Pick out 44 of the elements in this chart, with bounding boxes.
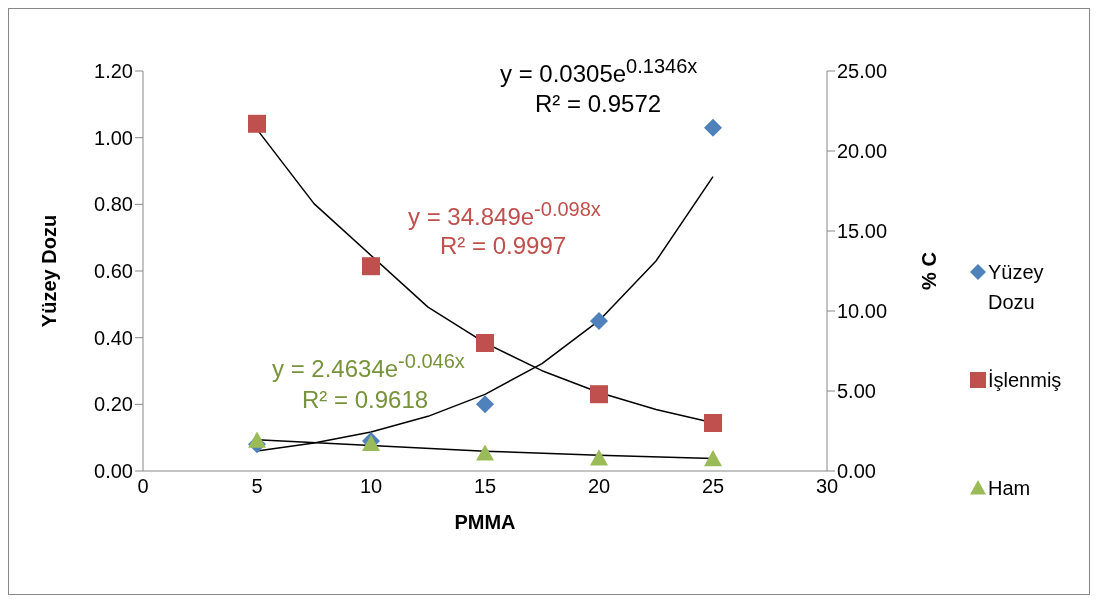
point [704,414,722,432]
y2-tick-label: 20.00 [837,140,888,163]
y2-tick-label: 25.00 [837,60,888,83]
x-tick-label: 20 [587,475,611,498]
point [704,118,722,137]
legend-label: Ham [988,476,1032,501]
point [248,114,266,133]
y2-axis-title: % C [918,252,941,290]
point [248,431,266,448]
y2-tick-label: 0.00 [837,460,876,483]
x-tick-label: 25 [701,475,725,498]
x-tick-label: 10 [359,475,383,498]
y-tick-label: 0.40 [94,326,133,349]
annotation: R² = 0.9572 [535,90,662,118]
legend-label: İşlenmiş [988,368,1062,393]
y-tick-label: 0.20 [94,393,133,416]
x-axis-title: PMMA [454,511,516,534]
y-tick-label: 1.00 [94,126,133,149]
legend-label: Yüzey Dozu [988,260,1045,315]
x-tick-label: 0 [137,475,149,498]
point [476,395,494,414]
y-tick-label: 1.20 [94,60,133,83]
point [704,450,722,467]
annotation: y = 0.0305e$^{0.1346x}$ [500,55,698,88]
annotation: R² = 0.9618 [302,386,429,414]
x-tick-label: 30 [815,475,839,498]
annotation: R² = 0.9997 [440,232,567,260]
x-tick-label: 5 [251,475,263,498]
point [590,385,608,404]
y-tick-label: 0.80 [94,193,133,216]
point [362,257,380,276]
y2-tick-label: 5.00 [837,380,876,403]
annotation: y = 34.849e$^{-0.098x}$ [408,198,601,231]
point [590,312,608,330]
y-tick-label: 0.60 [94,260,133,283]
point [476,334,494,352]
x-tick-label: 15 [473,475,497,498]
point [590,449,608,466]
point [476,444,494,461]
y-axis-title: Yüzey Dozu [38,214,61,328]
y-tick-label: 0.00 [94,460,133,483]
annotation: y = 2.4634e$^{-0.046x}$ [272,350,465,383]
y2-tick-label: 15.00 [837,220,888,243]
y2-tick-label: 10.00 [837,300,888,323]
